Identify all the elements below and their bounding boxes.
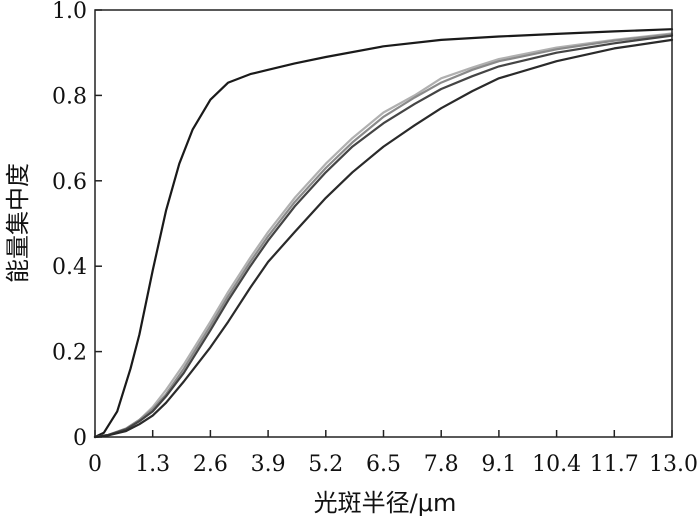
series-line-3: [93, 33, 674, 439]
x-tick-label: 1.3: [135, 452, 170, 477]
y-tick-label: 0.4: [52, 255, 87, 280]
x-tick-label: 0: [88, 452, 102, 477]
y-tick-label: 0.2: [52, 341, 87, 366]
x-tick-label: 2.6: [193, 452, 228, 477]
x-tick-label: 5.2: [308, 452, 343, 477]
y-tick-label: 0.6: [52, 170, 87, 195]
x-tick-label: 13.0: [649, 452, 698, 477]
y-tick-label: 0.8: [52, 84, 87, 109]
y-axis-ticks: 0 0.2 0.4 0.6 0.8 1.0: [52, 0, 102, 451]
x-tick-label: 3.9: [251, 452, 286, 477]
y-tick-label: 0: [73, 426, 87, 451]
y-tick-label: 1.0: [52, 0, 87, 24]
x-tick-label: 6.5: [366, 452, 401, 477]
series-line-4: [93, 34, 674, 439]
series-line-5: [93, 38, 674, 439]
x-tick-label: 10.4: [532, 452, 581, 477]
x-tick-label: 7.8: [424, 452, 459, 477]
x-axis-title: 光斑半径/μm: [314, 489, 457, 517]
series-layer: [93, 28, 674, 439]
y-axis-title: 能量集中度: [4, 163, 32, 283]
plot-frame: [94, 9, 673, 438]
x-tick-label: 11.7: [590, 452, 639, 477]
x-tick-label: 9.1: [481, 452, 516, 477]
series-line-1: [93, 28, 674, 439]
